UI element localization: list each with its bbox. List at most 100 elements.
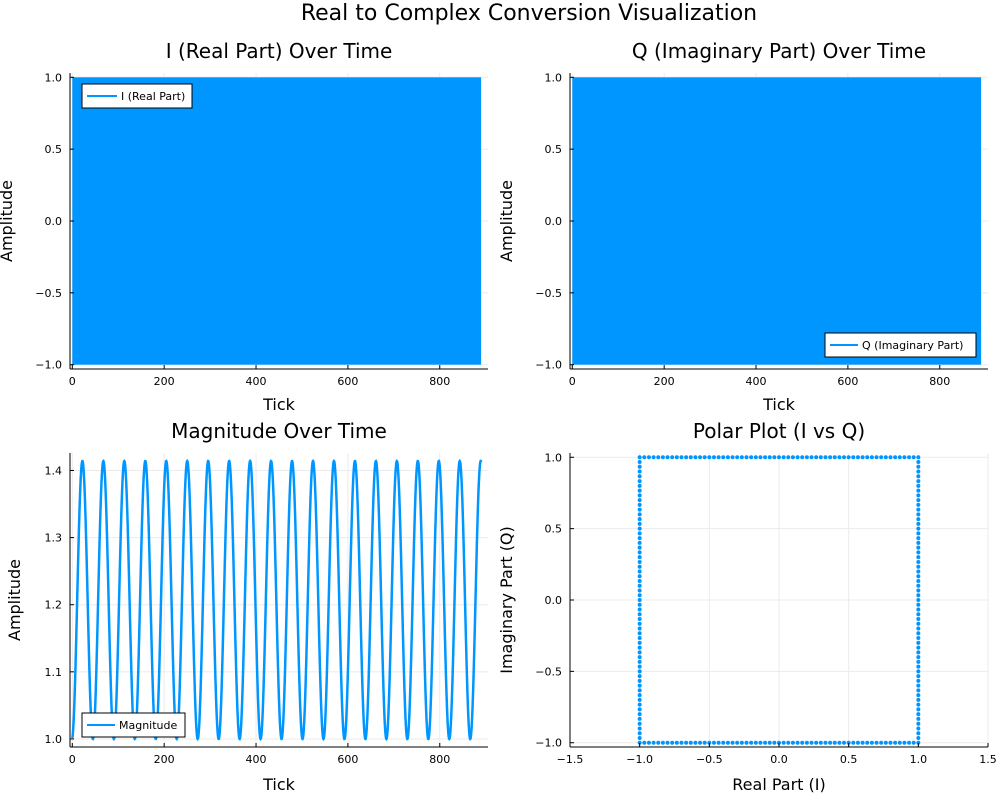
polar-point bbox=[916, 578, 921, 583]
y-axis-label: Amplitude bbox=[497, 180, 516, 262]
polar-point bbox=[916, 735, 921, 740]
polar-point bbox=[832, 740, 837, 745]
polar-point bbox=[893, 740, 898, 745]
y-tick-label: 0.0 bbox=[545, 594, 563, 607]
polar-point bbox=[916, 507, 921, 512]
chart-title: Magnitude Over Time bbox=[171, 419, 387, 443]
plot-marks bbox=[71, 458, 483, 742]
polar-point bbox=[767, 740, 772, 745]
x-axis-label: Tick bbox=[262, 395, 296, 414]
chart-title: Polar Plot (I vs Q) bbox=[693, 419, 865, 443]
polar-point bbox=[916, 659, 921, 664]
polar-point bbox=[916, 726, 921, 731]
x-tick-label: 600 bbox=[337, 753, 358, 766]
polar-point bbox=[804, 455, 809, 460]
polar-point bbox=[665, 740, 670, 745]
polar-point bbox=[916, 550, 921, 555]
polar-point bbox=[916, 479, 921, 484]
polar-point bbox=[851, 740, 856, 745]
polar-point bbox=[828, 740, 833, 745]
y-tick-label: −1.0 bbox=[535, 359, 562, 372]
polar-point bbox=[916, 493, 921, 498]
polar-point bbox=[846, 455, 851, 460]
y-tick-label: −1.0 bbox=[535, 737, 562, 750]
polar-point bbox=[837, 740, 842, 745]
y-tick-label: 0.5 bbox=[545, 143, 563, 156]
legend-label: Magnitude bbox=[119, 719, 178, 732]
polar-point bbox=[711, 740, 716, 745]
polar-point bbox=[642, 455, 647, 460]
polar-point bbox=[823, 455, 828, 460]
polar-point bbox=[716, 740, 721, 745]
y-tick-label: 1.1 bbox=[45, 666, 63, 679]
polar-point bbox=[637, 636, 642, 641]
polar-point bbox=[916, 521, 921, 526]
plot-marks bbox=[572, 77, 982, 365]
panel-polar: Polar Plot (I vs Q) −1.5 −1.0 −0.5 0.0 0.5 1.… bbox=[497, 419, 997, 794]
x-tick-label: 800 bbox=[429, 375, 450, 388]
x-axis-label: Tick bbox=[262, 775, 296, 794]
polar-point bbox=[637, 650, 642, 655]
polar-point bbox=[739, 455, 744, 460]
polar-point bbox=[916, 683, 921, 688]
polar-point bbox=[651, 740, 656, 745]
polar-point bbox=[916, 583, 921, 588]
polar-point bbox=[809, 740, 814, 745]
polar-point bbox=[660, 740, 665, 745]
x-tick-label: 400 bbox=[246, 753, 267, 766]
polar-point bbox=[916, 636, 921, 641]
polar-point bbox=[772, 455, 777, 460]
polar-point bbox=[842, 455, 847, 460]
polar-point bbox=[795, 455, 800, 460]
polar-point bbox=[753, 740, 758, 745]
legend-label: Q (Imaginary Part) bbox=[862, 339, 963, 352]
polar-point bbox=[656, 740, 661, 745]
signal-band bbox=[572, 77, 982, 365]
polar-point bbox=[916, 574, 921, 579]
polar-point bbox=[902, 740, 907, 745]
polar-point bbox=[637, 607, 642, 612]
polar-point bbox=[916, 655, 921, 660]
polar-point bbox=[800, 455, 805, 460]
plot-marks bbox=[637, 455, 921, 745]
polar-point bbox=[916, 721, 921, 726]
polar-point bbox=[637, 712, 642, 717]
polar-point bbox=[637, 493, 642, 498]
polar-point bbox=[809, 455, 814, 460]
polar-point bbox=[730, 740, 735, 745]
polar-point bbox=[637, 483, 642, 488]
polar-point bbox=[730, 455, 735, 460]
polar-point bbox=[916, 555, 921, 560]
x-tick-label: 1.0 bbox=[910, 753, 928, 766]
polar-point bbox=[897, 740, 902, 745]
polar-point bbox=[874, 455, 879, 460]
polar-point bbox=[874, 740, 879, 745]
polar-point bbox=[637, 631, 642, 636]
polar-point bbox=[637, 735, 642, 740]
polar-point bbox=[637, 526, 642, 531]
polar-point bbox=[916, 645, 921, 650]
polar-point bbox=[637, 598, 642, 602]
polar-point bbox=[823, 740, 828, 745]
polar-point bbox=[869, 455, 874, 460]
x-axis-label: Tick bbox=[762, 395, 796, 414]
polar-point bbox=[637, 612, 642, 617]
polar-point bbox=[916, 455, 921, 460]
polar-point bbox=[758, 740, 763, 745]
x-tick-label: 600 bbox=[837, 375, 858, 388]
polar-point bbox=[855, 740, 860, 745]
polar-point bbox=[684, 455, 689, 460]
y-tick-label: 1.0 bbox=[45, 71, 63, 84]
polar-point bbox=[916, 531, 921, 536]
polar-point bbox=[865, 455, 870, 460]
plot-marks bbox=[72, 77, 482, 365]
polar-point bbox=[637, 716, 642, 721]
polar-point bbox=[637, 574, 642, 579]
panel-magnitude: Magnitude Over Time 0 200 400 600 800 1.0 1.1 1… bbox=[5, 419, 488, 794]
polar-point bbox=[707, 740, 712, 745]
polar-point bbox=[637, 593, 642, 598]
polar-point bbox=[637, 507, 642, 512]
polar-point bbox=[646, 455, 651, 460]
polar-point bbox=[637, 469, 642, 474]
polar-point bbox=[670, 455, 675, 460]
